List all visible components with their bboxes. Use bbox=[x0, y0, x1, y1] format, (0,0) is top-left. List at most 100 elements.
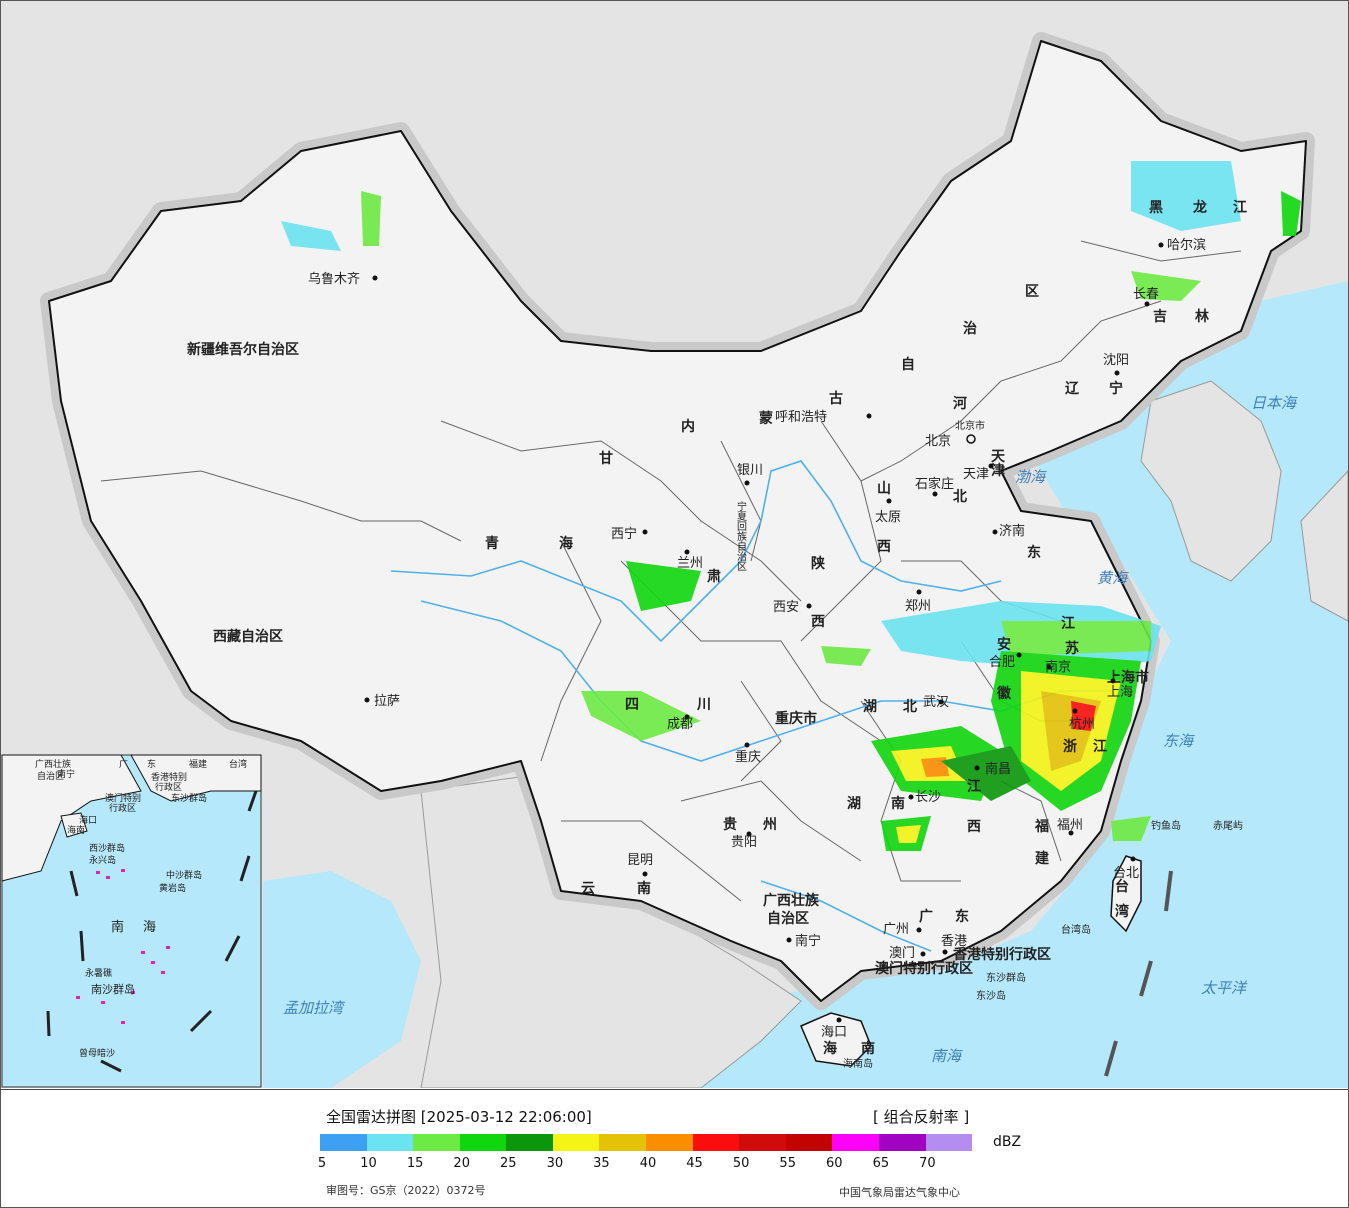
legend-swatch bbox=[366, 1134, 414, 1151]
sea-bohai: 渤海 bbox=[1015, 468, 1047, 486]
label-xi-shanxi: 西 bbox=[877, 539, 891, 555]
city-yinchuan: 银川 bbox=[737, 463, 763, 478]
legend-tick: 40 bbox=[639, 1156, 657, 1171]
legend-tick: 35 bbox=[593, 1156, 610, 1171]
svg-text:南宁: 南宁 bbox=[57, 768, 75, 780]
city-wuhan: 武汉 bbox=[923, 695, 949, 710]
sea-east: 东海 bbox=[1163, 732, 1195, 750]
city-shanghai: 上海 bbox=[1107, 685, 1133, 700]
bengal-sea bbox=[263, 871, 421, 1088]
city-labels: 乌鲁木齐 拉萨 西宁 兰州 银川 呼和浩特 北京 天津 石家庄 太原 济南 郑州… bbox=[308, 237, 1206, 1040]
svg-text:福建: 福建 bbox=[189, 758, 207, 770]
legend-tick: 20 bbox=[453, 1156, 470, 1171]
city-changchun: 长春 bbox=[1133, 287, 1159, 302]
island-dongsha-group: 东沙群岛 bbox=[986, 971, 1026, 984]
city-taipei: 台北 bbox=[1113, 866, 1139, 881]
legend-swatch bbox=[506, 1134, 553, 1151]
island-diaoyu: 钓鱼岛 bbox=[1151, 819, 1181, 832]
city-harbin: 哈尔滨 bbox=[1167, 237, 1206, 253]
inset-labels: 广西壮族 自治区 广 东 福建 台湾 南宁 香港特别 行政区 澳门特别 行政区 … bbox=[35, 758, 247, 1059]
city-hangzhou: 杭州 bbox=[1069, 717, 1095, 732]
label-jiang: 江 bbox=[1233, 199, 1247, 216]
city-hohhot: 呼和浩特 bbox=[775, 410, 827, 425]
city-shijiazhuang: 石家庄 bbox=[915, 476, 954, 492]
city-markers bbox=[364, 242, 1164, 1023]
city-tianjin: 天津 bbox=[963, 467, 989, 482]
approval-number: 审图号：GS京（2022）0372号 bbox=[326, 1184, 486, 1197]
sea-yellow: 黄海 bbox=[1097, 569, 1129, 587]
label-hu-hunan: 湖 bbox=[847, 796, 861, 812]
sea-labels: 日本海 渤海 黄海 东海 太平洋 南海 孟加拉湾 bbox=[283, 394, 1298, 1065]
nine-dash-line bbox=[1104, 870, 1173, 1077]
label-gu: 古 bbox=[829, 390, 843, 407]
island-dongsha: 东沙岛 bbox=[976, 989, 1006, 1002]
label-zhi: 治 bbox=[963, 320, 977, 337]
city-hongkong: 香港 bbox=[941, 934, 967, 949]
legend-swatch bbox=[552, 1134, 600, 1151]
svg-text:南: 南 bbox=[111, 919, 124, 935]
label-yun: 云 bbox=[581, 881, 595, 897]
label-tian: 天 bbox=[991, 449, 1006, 465]
city-guangzhou: 广州 bbox=[883, 922, 909, 937]
label-chuan: 川 bbox=[696, 697, 711, 713]
label-fu: 福 bbox=[1034, 818, 1049, 835]
legend-tick: 10 bbox=[360, 1156, 377, 1171]
label-zhe: 浙 bbox=[1063, 738, 1077, 755]
label-guang: 广 bbox=[919, 908, 933, 925]
label-bei-hebei: 北 bbox=[953, 489, 967, 505]
label-zi: 自 bbox=[901, 356, 915, 373]
city-shenyang: 沈阳 bbox=[1103, 353, 1129, 368]
label-hu-hubei: 湖 bbox=[863, 699, 877, 715]
city-zhengzhou: 郑州 bbox=[905, 599, 931, 614]
svg-text:海南: 海南 bbox=[67, 824, 85, 836]
city-fuzhou: 福州 bbox=[1057, 818, 1083, 833]
legend-unit: dBZ bbox=[993, 1134, 1022, 1150]
label-qu: 区 bbox=[1025, 284, 1039, 300]
svg-text:海口: 海口 bbox=[79, 814, 97, 826]
label-ji: 吉 bbox=[1153, 308, 1167, 325]
legend-product: [ 组合反射率 ] bbox=[873, 1108, 970, 1126]
legend-swatch bbox=[739, 1134, 786, 1151]
city-chongqing: 重庆 bbox=[735, 749, 761, 765]
legend-swatch bbox=[878, 1134, 926, 1151]
legend-swatch bbox=[692, 1134, 740, 1151]
city-nanchang: 南昌 bbox=[985, 761, 1011, 777]
label-shanghai: 上海市 bbox=[1107, 669, 1149, 686]
label-si: 四 bbox=[625, 697, 639, 713]
city-xining: 西宁 bbox=[611, 526, 637, 542]
radar-legend: 全国雷达拼图 [2025-03-12 22:06:00] [ 组合反射率 ] d… bbox=[1, 1089, 1348, 1207]
label-he-hebei: 河 bbox=[953, 395, 967, 412]
label-xi-shaanxi: 西 bbox=[811, 614, 825, 630]
legend-swatch bbox=[320, 1134, 367, 1151]
label-hui: 徽 bbox=[996, 685, 1012, 702]
label-chongqing: 重庆市 bbox=[775, 710, 817, 727]
label-gan: 甘 bbox=[599, 450, 613, 467]
label-macau-sar: 澳门特别行政区 bbox=[875, 960, 973, 977]
label-jian: 建 bbox=[1035, 850, 1049, 867]
city-chengdu: 成都 bbox=[667, 717, 693, 732]
label-jiang-jiangxi: 江 bbox=[967, 778, 981, 795]
city-lanzhou: 兰州 bbox=[677, 556, 703, 571]
label-guangxi: 广西壮族 bbox=[763, 892, 820, 909]
city-kunming: 昆明 bbox=[627, 853, 653, 868]
korea-land bbox=[1140, 380, 1282, 582]
label-shaan: 陕 bbox=[811, 555, 825, 572]
legend-swatch bbox=[646, 1134, 693, 1151]
label-shan-shanxi: 山 bbox=[877, 481, 891, 497]
label-bei-hubei: 北 bbox=[903, 699, 917, 715]
label-ning: 宁 bbox=[1109, 380, 1123, 397]
label-dong-shandong: 东 bbox=[1027, 544, 1041, 561]
svg-text:东: 东 bbox=[147, 758, 156, 770]
label-beijing-shi: 北京市 bbox=[955, 419, 985, 432]
island-labels: 钓鱼岛 赤尾屿 台湾岛 东沙群岛 东沙岛 海南岛 bbox=[843, 819, 1243, 1070]
label-guangxi-zizhiqu: 自治区 bbox=[767, 910, 809, 927]
label-zhou: 州 bbox=[762, 817, 777, 833]
city-lhasa: 拉萨 bbox=[374, 694, 400, 709]
city-nanning: 南宁 bbox=[795, 933, 821, 949]
label-nan-hunan: 南 bbox=[891, 795, 905, 812]
city-guiyang: 贵阳 bbox=[731, 835, 757, 850]
legend-swatch bbox=[832, 1134, 879, 1151]
sea-japan: 日本海 bbox=[1251, 394, 1298, 412]
label-nan-yunnan: 南 bbox=[637, 880, 651, 897]
label-jiang-zhejiang: 江 bbox=[1093, 738, 1107, 755]
